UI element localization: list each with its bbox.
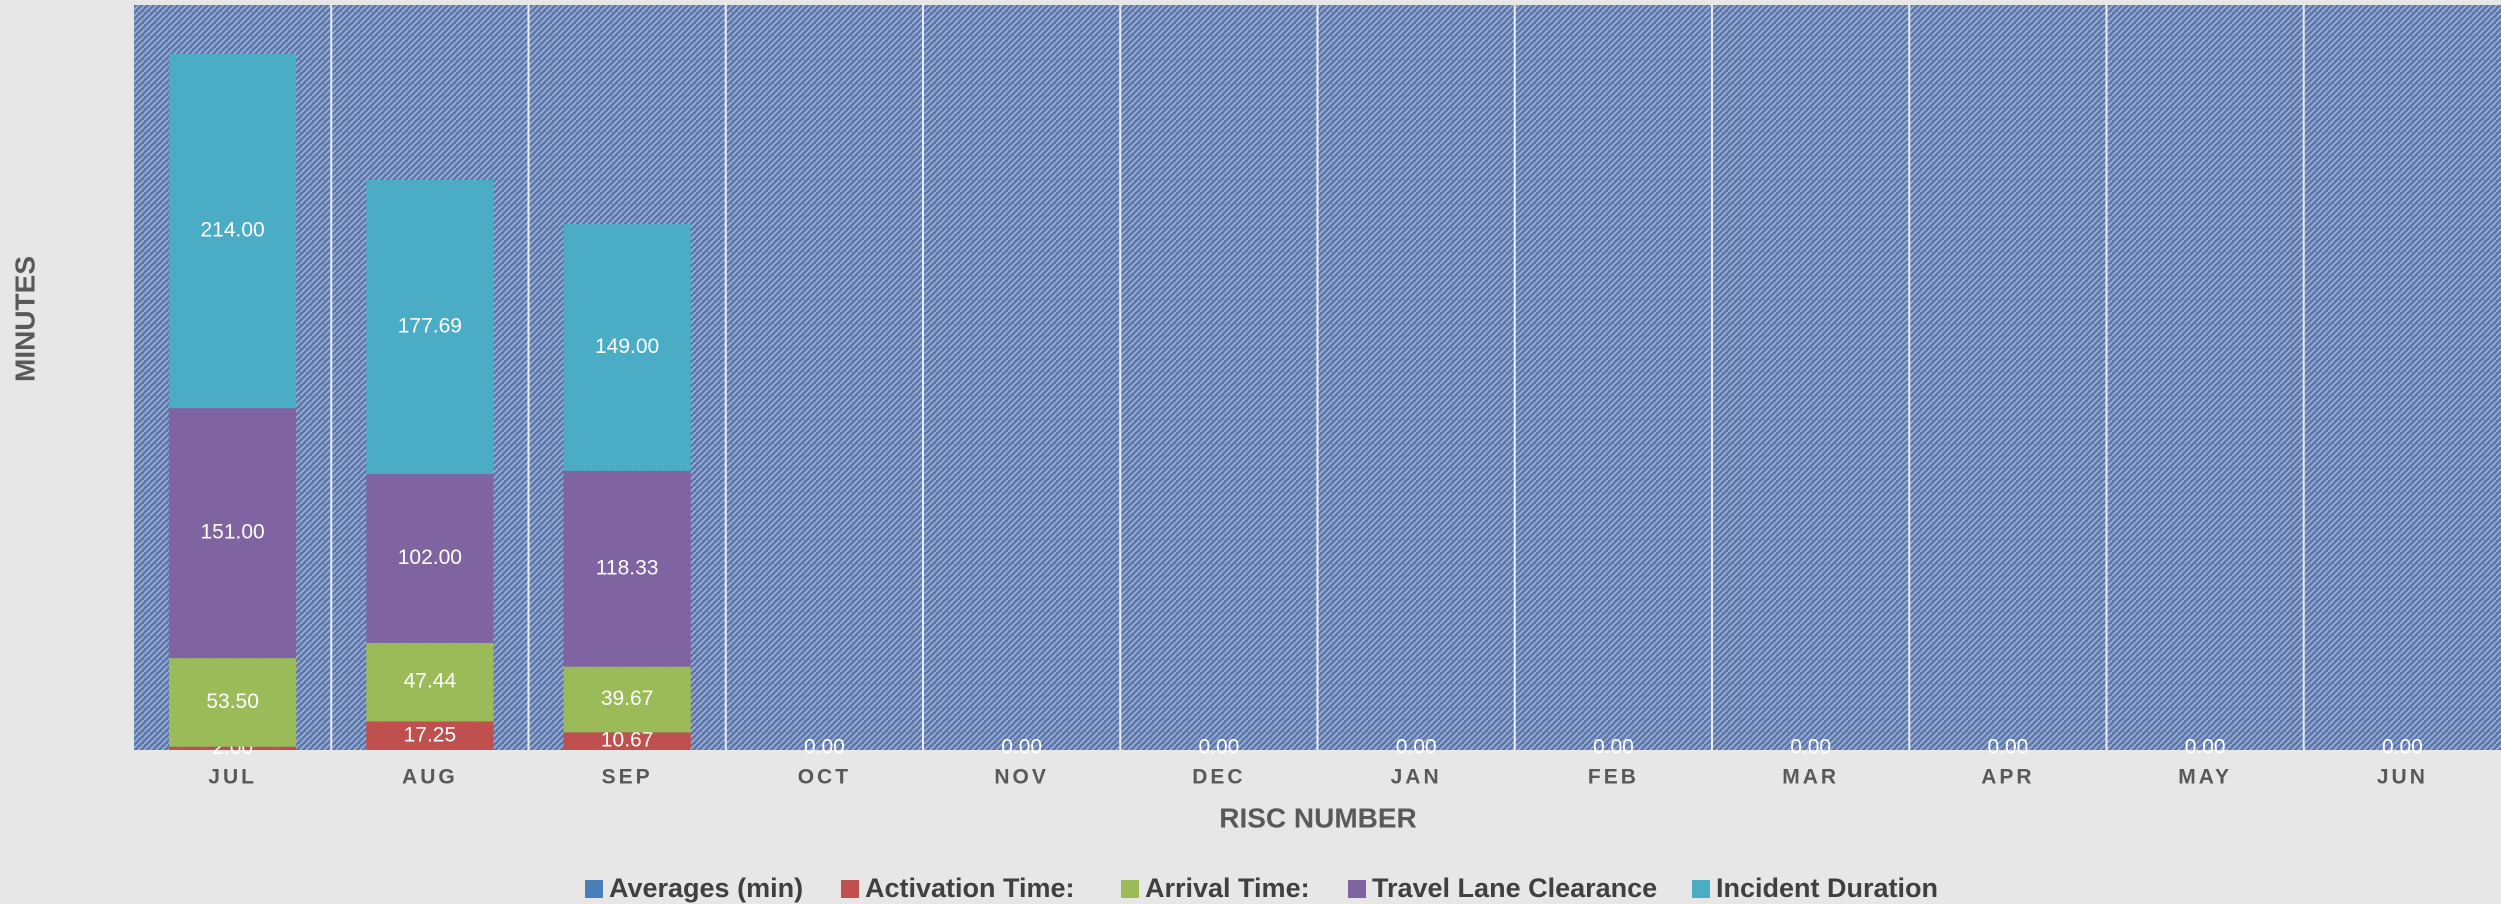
data-label: 0.00 — [1396, 736, 1437, 759]
data-label: 10.67 — [601, 729, 654, 752]
data-label: 214.00 — [201, 219, 265, 242]
bar-segment — [169, 408, 297, 659]
data-label: 0.00 — [1593, 736, 1634, 759]
x-tick-label: APR — [1981, 766, 2034, 789]
legend-swatch — [1121, 880, 1139, 898]
bar-segment — [366, 179, 494, 475]
legend-label: Averages (min) — [609, 873, 803, 903]
x-tick-label: MAR — [1782, 766, 1839, 789]
x-tick-label: JUN — [2377, 766, 2428, 789]
x-tick-label: MAY — [2178, 766, 2232, 789]
x-tick-label: JUL — [208, 766, 257, 789]
data-label: 53.50 — [206, 690, 259, 713]
legend-label: Activation Time: — [865, 873, 1075, 903]
data-label: 177.69 — [398, 314, 462, 337]
data-label: 149.00 — [595, 335, 659, 358]
data-label: 0.00 — [2185, 736, 2226, 759]
bar-segment — [169, 658, 297, 747]
data-label: 151.00 — [201, 521, 265, 544]
x-axis-title: RISC NUMBER — [1219, 802, 1417, 833]
bar-segment — [366, 721, 494, 750]
legend-label: Travel Lane Clearance — [1372, 873, 1657, 903]
bar-segment — [366, 642, 494, 722]
bar-segment — [563, 224, 691, 471]
data-label: 0.00 — [1001, 736, 1042, 759]
data-label: 0.00 — [804, 736, 845, 759]
legend-swatch — [585, 880, 603, 898]
bar-segment — [366, 474, 494, 643]
bar-segment — [563, 470, 691, 667]
x-tick-label: NOV — [994, 766, 1049, 789]
data-label: 47.44 — [404, 670, 457, 693]
data-label: 0.00 — [1987, 736, 2028, 759]
x-tick-label: OCT — [798, 766, 851, 789]
x-tick-label: SEP — [602, 766, 653, 789]
x-tick-label: DEC — [1192, 766, 1245, 789]
legend-label: Arrival Time: — [1145, 873, 1310, 903]
data-label: 17.25 — [404, 723, 457, 746]
legend-swatch — [1348, 880, 1366, 898]
bar-segment — [169, 53, 297, 409]
x-tick-label: JAN — [1391, 766, 1442, 789]
data-label: 39.67 — [601, 687, 654, 710]
y-axis-title: MINUTES — [9, 256, 40, 382]
legend-swatch — [1692, 880, 1710, 898]
data-label: 0.00 — [2382, 736, 2423, 759]
data-label: 0.00 — [1790, 736, 1831, 759]
data-label: 0.00 — [1198, 736, 1239, 759]
data-label: 118.33 — [596, 556, 659, 579]
legend-label: Incident Duration — [1716, 873, 1938, 903]
bar-segment — [563, 732, 691, 750]
legend-swatch — [841, 880, 859, 898]
x-tick-label: AUG — [402, 766, 458, 789]
bar-segment — [563, 666, 691, 733]
x-tick-label: FEB — [1588, 766, 1639, 789]
bar-segment — [169, 746, 297, 750]
data-label: 102.00 — [398, 546, 462, 569]
